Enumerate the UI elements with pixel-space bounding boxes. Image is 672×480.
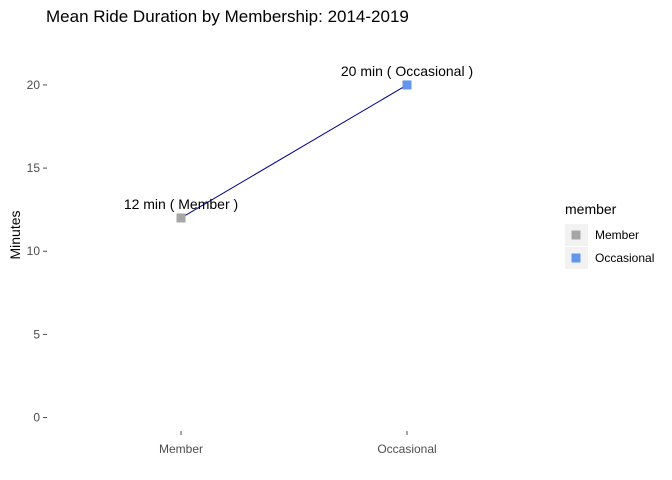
data-point-member <box>176 213 186 223</box>
y-tick-label: 5 <box>33 327 40 341</box>
legend-title: member <box>565 201 617 217</box>
x-tick-label: Occasional <box>377 442 436 456</box>
legend-label-member: Member <box>595 228 639 242</box>
y-axis: 0 5 10 15 20 <box>27 78 47 425</box>
legend-key-occasional <box>571 253 581 263</box>
chart-title: Mean Ride Duration by Membership: 2014-2… <box>46 7 409 26</box>
data-label-occasional: 20 min ( Occasional ) <box>341 63 473 79</box>
data-label-member: 12 min ( Member ) <box>124 196 238 212</box>
series-line <box>180 84 408 219</box>
y-tick-label: 15 <box>27 161 41 175</box>
legend: member Member Occasional <box>565 201 654 269</box>
series-line-group: 12 min ( Member ) 20 min ( Occasional ) <box>124 63 473 223</box>
legend-label-occasional: Occasional <box>595 251 654 265</box>
legend-key-member <box>571 230 581 240</box>
x-axis: Member Occasional <box>159 431 437 456</box>
y-axis-label: Minutes <box>7 210 23 259</box>
x-tick-label: Member <box>159 442 203 456</box>
data-point-occasional <box>402 80 412 90</box>
y-tick-label: 0 <box>33 411 40 425</box>
y-tick-label: 20 <box>27 78 41 92</box>
y-tick-label: 10 <box>27 244 41 258</box>
